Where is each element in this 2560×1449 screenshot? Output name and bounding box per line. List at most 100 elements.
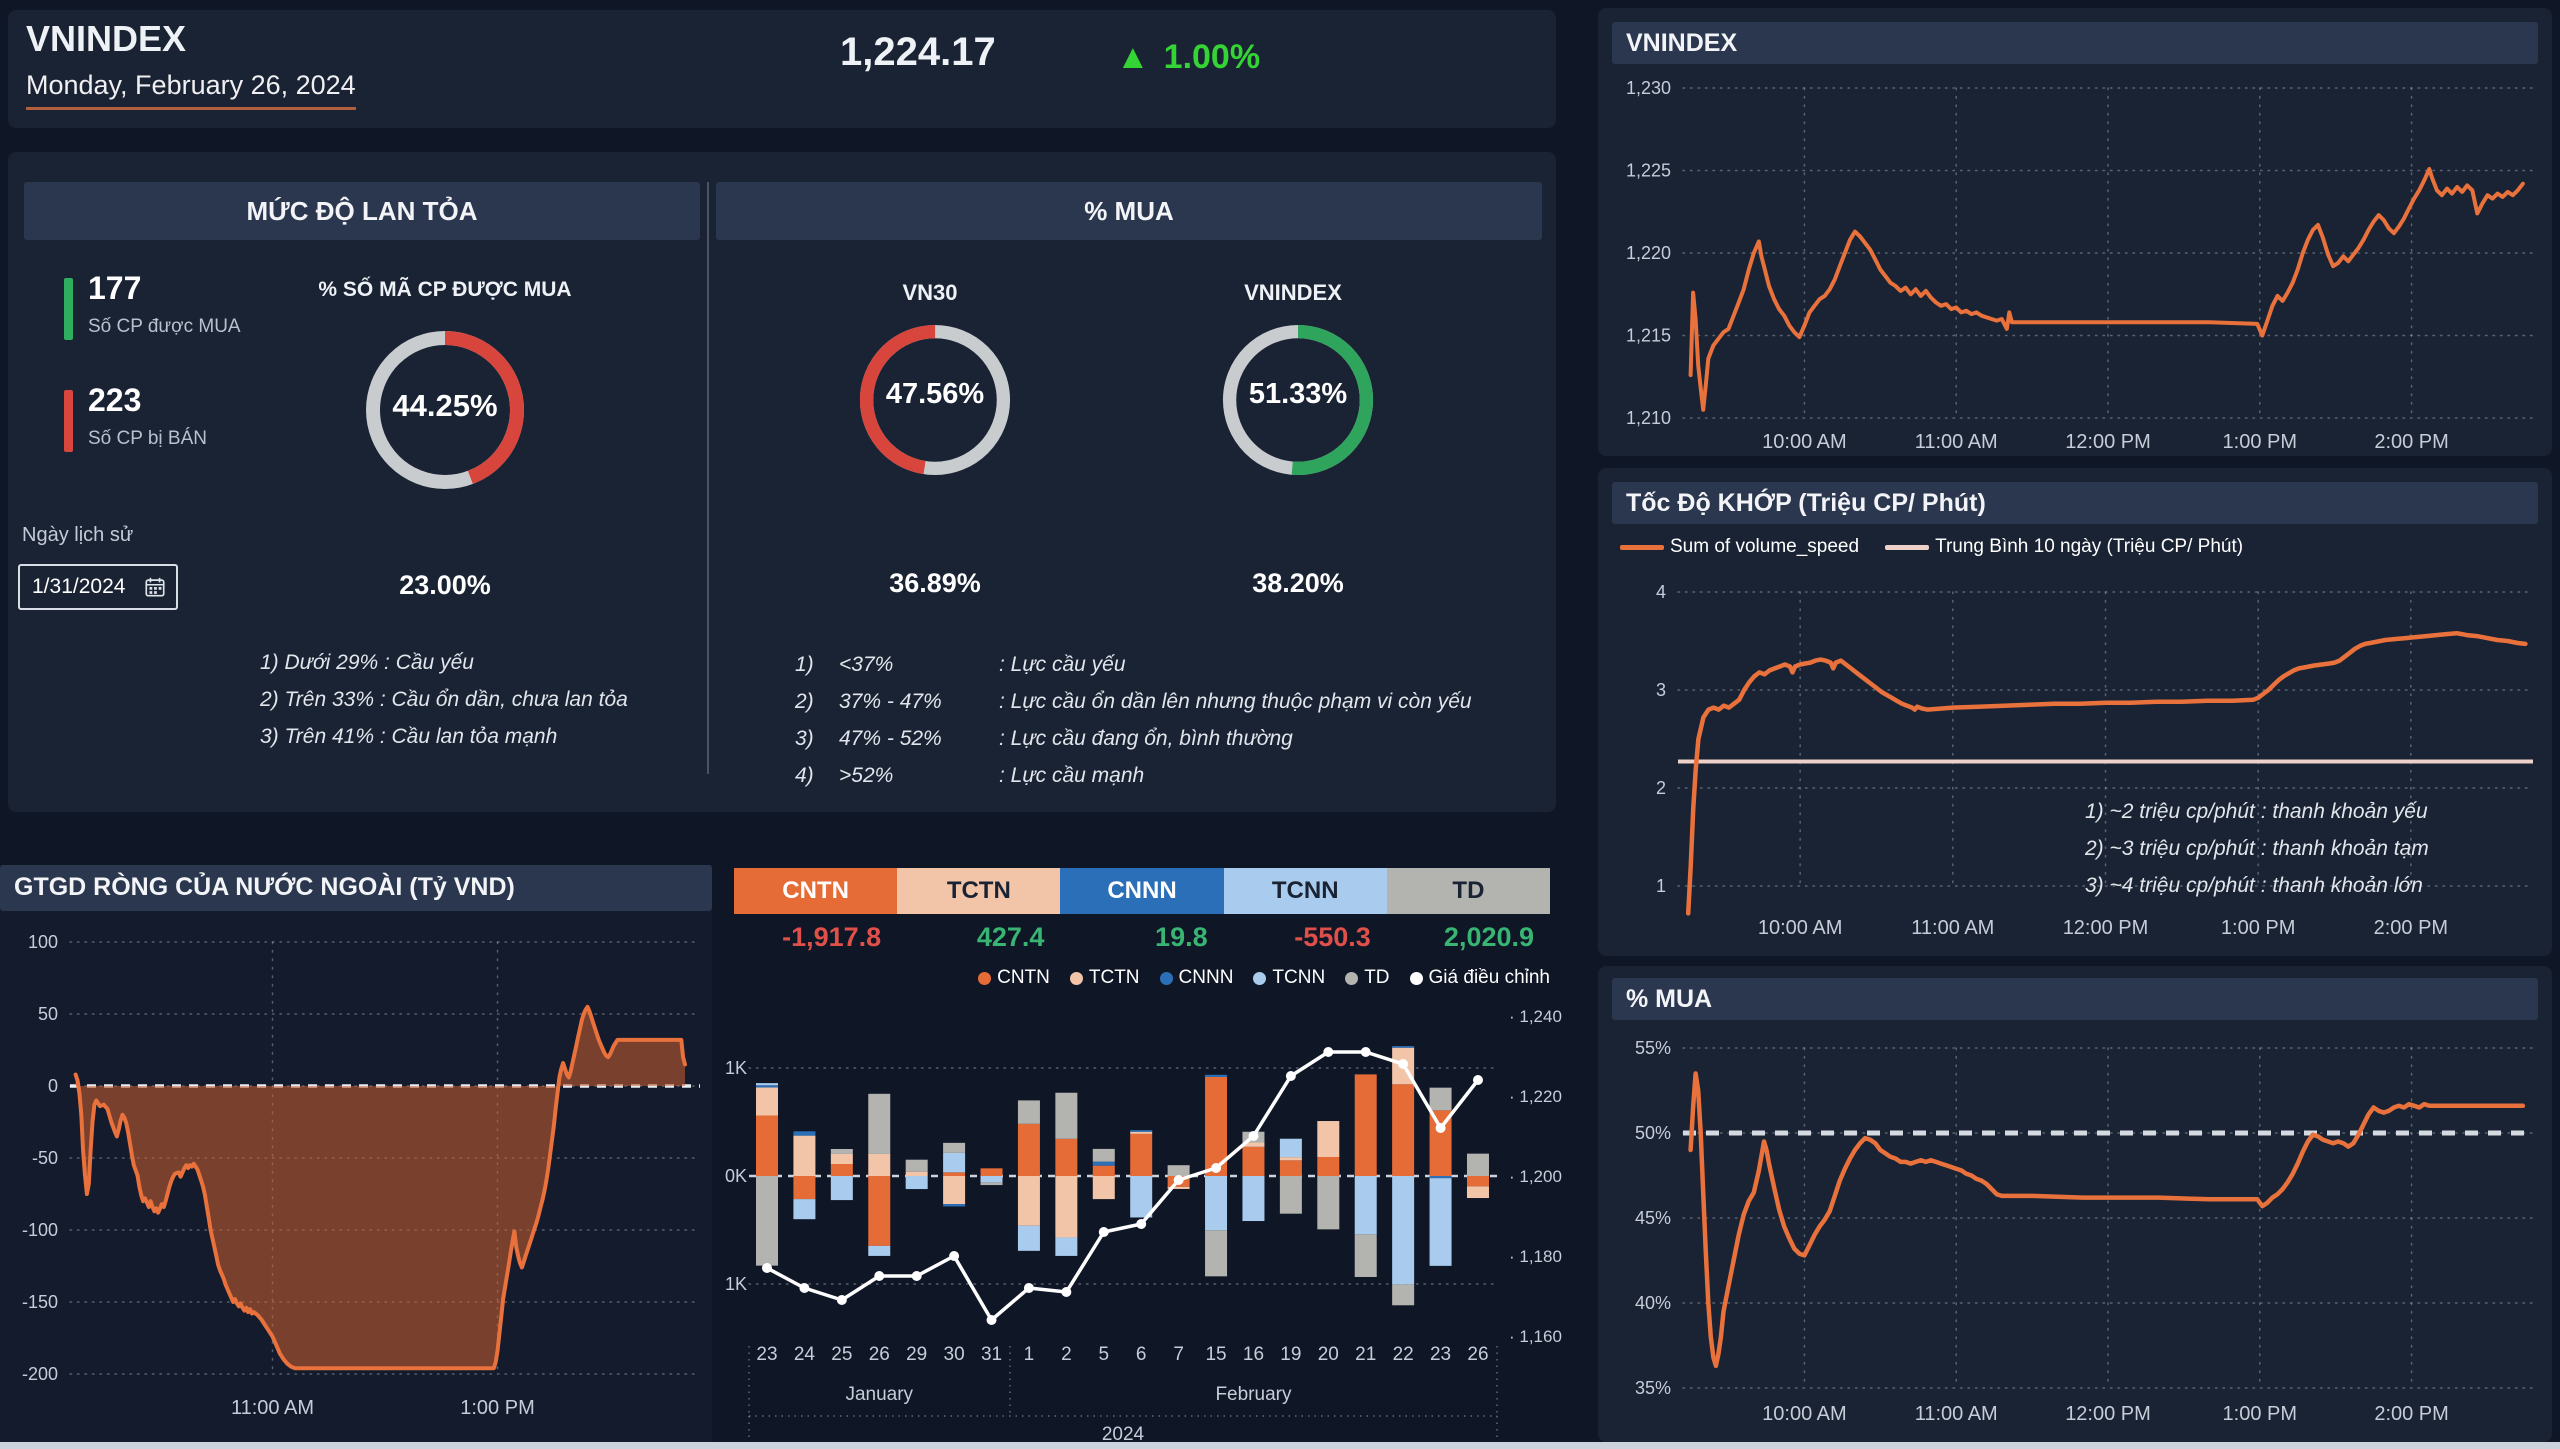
pctmua-title: % MUA <box>716 182 1542 240</box>
bought-label: Số CP được MUA <box>88 316 241 337</box>
legend-item[interactable]: Sum of volume_speed <box>1620 536 1859 558</box>
svg-text:15: 15 <box>1205 1344 1226 1365</box>
vnindex-history-value: 38.20% <box>1252 568 1344 598</box>
index-change-pct: 1.00% <box>1163 38 1261 76</box>
speed-notes: 1) ~2 triệu cp/phút : thanh khoản yếu 2)… <box>2085 800 2429 897</box>
speed-legend: Sum of volume_speed Trung Bình 10 ngày (T… <box>1620 536 2243 558</box>
svg-text:11:00 AM: 11:00 AM <box>231 1397 314 1419</box>
vn30-label: VN30 <box>902 280 958 305</box>
svg-text:1K: 1K <box>725 1058 747 1078</box>
bought-count: 177 <box>88 270 142 306</box>
flow-column-header[interactable]: CNTN <box>734 868 898 914</box>
svg-text:5: 5 <box>1098 1344 1109 1365</box>
legend-item[interactable]: TCTN <box>1069 967 1140 989</box>
svg-text:· 1,240: · 1,240 <box>1509 1007 1562 1026</box>
history-date-picker[interactable] <box>18 564 178 610</box>
svg-text:2: 2 <box>1061 1344 1072 1365</box>
svg-text:12:00 PM: 12:00 PM <box>2065 1403 2151 1425</box>
foreign-flow-title: GTGD RÒNG CỦA NƯỚC NGOÀI (Tỷ VND) <box>0 865 712 911</box>
speed-chart[interactable]: 10:00 AM 11:00 AM 12:00 PM 1:00 PM 2:00 PM 1 2… <box>1608 564 2544 949</box>
spread-card: MỨC ĐỘ LAN TỎA % MUA 177 Số CP được MUA … <box>8 152 1556 812</box>
sold-bar <box>64 390 73 452</box>
spread-notes: 1) Dưới 29% : Cầu yếu 2) Trên 33% : Cầu … <box>260 651 628 748</box>
spread-donut[interactable] <box>345 310 545 510</box>
svg-text:4: 4 <box>1656 582 1666 602</box>
svg-text:1,210: 1,210 <box>1626 408 1671 428</box>
svg-text:2: 2 <box>1656 778 1666 798</box>
svg-text:2024: 2024 <box>1102 1424 1145 1445</box>
svg-text:2:00 PM: 2:00 PM <box>2374 431 2448 453</box>
svg-text:30: 30 <box>944 1344 965 1365</box>
svg-text:20: 20 <box>1318 1344 1339 1365</box>
svg-text:2:00 PM: 2:00 PM <box>2374 917 2448 939</box>
svg-text:January: January <box>845 1384 913 1405</box>
calendar-icon[interactable] <box>144 575 166 599</box>
foreign-flow-card: GTGD RÒNG CỦA NƯỚC NGOÀI (Tỷ VND) 11:00 … <box>0 865 712 1442</box>
svg-text:-100: -100 <box>22 1220 58 1240</box>
legend-item[interactable]: TCNN <box>1253 967 1325 989</box>
svg-text:50: 50 <box>38 1004 58 1024</box>
index-change: ▲ 1.00% <box>1116 38 1260 77</box>
speed-chart-title: Tốc Độ KHỚP (Triệu CP/ Phút) <box>1612 482 2538 524</box>
history-date-input[interactable] <box>30 574 144 600</box>
svg-text:55%: 55% <box>1635 1038 1671 1058</box>
svg-text:1,220: 1,220 <box>1626 243 1671 263</box>
legend-item[interactable]: CNNN <box>1159 967 1233 989</box>
svg-text:1:00 PM: 1:00 PM <box>2223 431 2297 453</box>
svg-text:23: 23 <box>756 1344 777 1365</box>
daily-flow-chart[interactable]: 1K 0K -1K · 1,240 · 1,220 · 1,200 · 1,180 · 1,1… <box>719 1002 1570 1449</box>
svg-text:-200: -200 <box>22 1364 58 1384</box>
foreign-flow-chart[interactable]: 11:00 AM 1:00 PM 100 50 0 -50 -100 -150 -200 <box>4 912 710 1445</box>
header-card: VNINDEX Monday, February 26, 2024 1,224.… <box>8 10 1556 128</box>
svg-text:19: 19 <box>1280 1344 1301 1365</box>
history-date-label: Ngày lịch sử <box>22 524 134 546</box>
svg-text:40%: 40% <box>1635 1293 1671 1313</box>
flow-column-header[interactable]: CNNN <box>1060 868 1224 914</box>
vn30-donut-value: 47.56% <box>885 378 985 410</box>
svg-text:-150: -150 <box>22 1292 58 1312</box>
svg-text:23: 23 <box>1430 1344 1451 1365</box>
spread-donut-title: % SỐ MÃ CP ĐƯỢC MUA <box>318 278 572 301</box>
svg-text:16: 16 <box>1243 1344 1264 1365</box>
svg-text:· 1,160: · 1,160 <box>1509 1327 1562 1346</box>
pctmua-intraday-chart[interactable]: 10:00 AM 11:00 AM 12:00 PM 1:00 PM 2:00 PM 35… <box>1608 1026 2544 1435</box>
svg-text:1,225: 1,225 <box>1626 161 1671 181</box>
svg-text:12:00 PM: 12:00 PM <box>2063 917 2149 939</box>
vnindex-intraday-chart[interactable]: 10:00 AM 11:00 AM 12:00 PM 1:00 PM 2:00 PM 1,… <box>1608 70 2544 467</box>
pctmua-notes: 1) <37%: Lực cầu yếu 2) 37% - 47%: Lực cầu… <box>795 653 1472 787</box>
legend-item[interactable]: TD <box>1345 967 1390 989</box>
vn30-donut[interactable] <box>840 305 1030 495</box>
svg-text:26: 26 <box>1467 1344 1488 1365</box>
legend-item[interactable]: Giá điều chỉnh <box>1409 967 1550 989</box>
svg-text:50%: 50% <box>1635 1123 1671 1143</box>
legend-item[interactable]: Trung Bình 10 ngày (Triệu CP/ Phút) <box>1885 536 2243 558</box>
up-arrow-icon: ▲ <box>1116 38 1150 76</box>
sold-count: 223 <box>88 382 142 418</box>
flow-column-header[interactable]: TD <box>1386 868 1551 914</box>
flow-column-value: 19.8 <box>1155 922 1208 952</box>
svg-text:7: 7 <box>1173 1344 1184 1365</box>
svg-text:100: 100 <box>28 932 58 952</box>
flow-column-value: 427.4 <box>976 922 1045 952</box>
svg-text:31: 31 <box>981 1344 1002 1365</box>
vnindex-donut-value: 51.33% <box>1248 378 1348 410</box>
panel-divider <box>707 182 709 774</box>
flow-column-header[interactable]: TCNN <box>1223 868 1387 914</box>
svg-text:1: 1 <box>1656 876 1666 896</box>
svg-text:22: 22 <box>1393 1344 1414 1365</box>
vnindex-donut[interactable] <box>1203 305 1393 495</box>
index-value: 1,224.17 <box>840 30 996 74</box>
legend-item[interactable]: CNTN <box>978 967 1050 989</box>
flow-column-header[interactable]: TCTN <box>897 868 1061 914</box>
flow-column-value: -1,917.8 <box>782 922 882 952</box>
svg-text:· 1,180: · 1,180 <box>1509 1247 1562 1266</box>
vn30-history-value: 36.89% <box>889 568 981 598</box>
svg-text:35%: 35% <box>1635 1378 1671 1398</box>
svg-text:1: 1 <box>1024 1344 1035 1365</box>
pctmua-chart-title: % MUA <box>1612 978 2538 1020</box>
svg-text:1,215: 1,215 <box>1626 326 1671 346</box>
pctmua-chart-card: % MUA 10:00 AM 11:00 AM 12:00 PM 1:00 PM 2:0… <box>1598 966 2552 1442</box>
svg-text:11:00 AM: 11:00 AM <box>1915 1403 1998 1425</box>
svg-text:10:00 AM: 10:00 AM <box>1762 1403 1847 1425</box>
